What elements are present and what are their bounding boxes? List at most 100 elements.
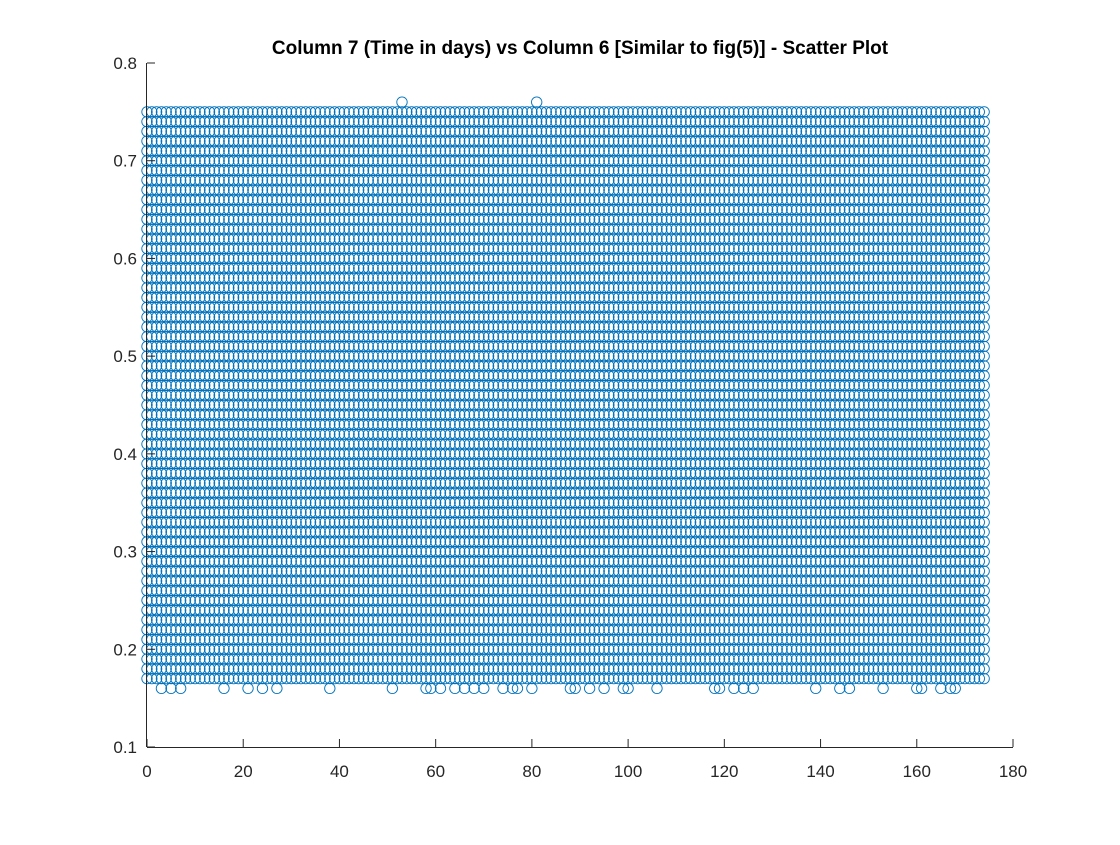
scatter-point xyxy=(155,536,168,548)
scatter-point xyxy=(155,379,168,392)
scatter-point xyxy=(165,233,177,245)
scatter-point xyxy=(179,262,192,274)
scatter-point xyxy=(179,252,192,265)
scatter-point xyxy=(175,223,187,235)
scatter-point xyxy=(184,663,196,675)
scatter-point xyxy=(179,291,192,304)
scatter-point xyxy=(160,301,172,313)
scatter-point xyxy=(170,321,182,333)
scatter-point xyxy=(179,536,192,548)
scatter-point xyxy=(160,594,172,607)
scatter-point xyxy=(155,448,168,460)
scatter-point xyxy=(165,585,177,597)
scatter-point xyxy=(155,282,168,294)
scatter-point xyxy=(165,252,177,265)
scatter-point xyxy=(175,497,187,509)
scatter-point xyxy=(175,457,187,470)
scatter-point xyxy=(179,213,192,225)
scatter-point xyxy=(160,145,172,157)
scatter-point xyxy=(155,194,168,206)
scatter-point xyxy=(160,350,172,362)
scatter-point xyxy=(155,672,168,685)
scatter-point xyxy=(150,311,163,323)
scatter-point xyxy=(175,145,187,157)
scatter-point xyxy=(160,155,172,167)
scatter-point xyxy=(165,272,177,284)
scatter-point xyxy=(170,614,182,626)
scatter-point xyxy=(155,340,168,353)
scatter-point xyxy=(175,467,187,480)
scatter-point xyxy=(160,213,172,225)
scatter-point xyxy=(175,301,187,313)
scatter-point xyxy=(175,526,187,538)
scatter-point xyxy=(179,506,192,519)
scatter-point xyxy=(165,282,177,294)
scatter-point xyxy=(155,311,168,323)
scatter-point xyxy=(160,428,172,440)
scatter-point xyxy=(170,399,182,411)
scatter-point xyxy=(160,135,172,147)
scatter-point xyxy=(160,672,172,685)
scatter-point xyxy=(175,155,187,167)
scatter-point xyxy=(179,545,192,558)
scatter-point xyxy=(170,115,182,128)
scatter-point xyxy=(175,311,187,323)
scatter-point xyxy=(160,106,172,118)
scatter-point xyxy=(155,604,168,616)
scatter-point xyxy=(155,223,168,235)
scatter-point xyxy=(175,106,187,118)
scatter-point xyxy=(179,487,192,499)
scatter-point xyxy=(155,272,168,284)
scatter-point xyxy=(160,399,172,411)
scatter-point xyxy=(170,467,182,480)
scatter-point xyxy=(165,243,177,255)
scatter-point xyxy=(160,194,172,206)
scatter-point xyxy=(150,233,163,245)
scatter-point xyxy=(155,418,168,431)
scatter-point xyxy=(179,633,192,646)
scatter-point xyxy=(175,585,187,597)
scatter-point xyxy=(160,633,172,646)
scatter-point xyxy=(175,448,187,460)
scatter-point xyxy=(175,203,187,216)
scatter-point xyxy=(165,555,177,567)
scatter-point xyxy=(155,135,168,147)
scatter-point xyxy=(170,457,182,470)
scatter-point xyxy=(175,575,187,587)
scatter-point xyxy=(179,340,192,353)
scatter-point xyxy=(160,125,172,138)
scatter-point xyxy=(150,213,163,225)
scatter-point xyxy=(155,438,168,450)
scatter-point xyxy=(160,370,172,382)
scatter-point xyxy=(160,418,172,431)
scatter-point xyxy=(175,213,187,225)
scatter-point xyxy=(179,145,192,157)
scatter-point xyxy=(155,213,168,225)
scatter-point xyxy=(175,252,187,265)
scatter-point xyxy=(170,624,182,636)
scatter-point xyxy=(155,457,168,470)
scatter-point xyxy=(155,350,168,362)
scatter-point xyxy=(160,409,172,421)
scatter-point xyxy=(170,487,182,499)
scatter-point xyxy=(179,624,192,636)
scatter-point xyxy=(175,340,187,353)
scatter-point xyxy=(160,604,172,616)
scatter-point xyxy=(175,350,187,362)
scatter-point xyxy=(170,477,182,489)
scatter-point xyxy=(160,526,172,538)
scatter-point xyxy=(165,428,177,440)
scatter-point xyxy=(165,663,177,675)
scatter-point xyxy=(165,633,177,646)
scatter-point xyxy=(165,506,177,519)
scatter-point xyxy=(175,321,187,333)
scatter-point xyxy=(175,164,187,177)
scatter-point xyxy=(165,125,177,138)
scatter-point xyxy=(179,663,192,675)
scatter-point xyxy=(165,604,177,616)
scatter-point xyxy=(175,672,187,685)
scatter-point xyxy=(165,575,177,587)
scatter-point xyxy=(170,409,182,421)
scatter-point xyxy=(150,145,163,157)
scatter-point xyxy=(165,467,177,480)
